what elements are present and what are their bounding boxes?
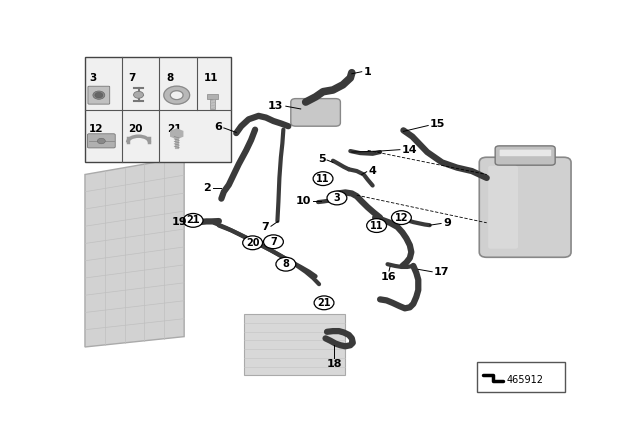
Text: 8: 8 [167, 73, 174, 83]
Text: 21: 21 [317, 298, 331, 308]
Text: 14: 14 [401, 145, 417, 155]
Text: 6: 6 [214, 122, 222, 132]
Circle shape [327, 191, 347, 205]
Text: 20: 20 [246, 238, 259, 248]
Text: 8: 8 [282, 259, 289, 269]
Circle shape [95, 92, 103, 98]
Text: 11: 11 [316, 174, 330, 184]
Polygon shape [85, 157, 184, 347]
Circle shape [367, 219, 387, 233]
Circle shape [276, 257, 296, 271]
Circle shape [264, 235, 284, 249]
Text: 12: 12 [395, 213, 408, 223]
Text: 18: 18 [326, 359, 342, 370]
FancyBboxPatch shape [500, 150, 551, 156]
Circle shape [243, 236, 262, 250]
Polygon shape [244, 314, 346, 375]
Circle shape [97, 138, 106, 144]
Text: 5: 5 [318, 154, 326, 164]
Circle shape [134, 91, 143, 98]
Text: 10: 10 [296, 196, 311, 207]
Text: 19: 19 [172, 217, 187, 227]
Circle shape [93, 91, 105, 99]
FancyBboxPatch shape [291, 99, 340, 126]
Circle shape [183, 214, 203, 227]
FancyBboxPatch shape [207, 94, 218, 99]
Text: 3: 3 [89, 73, 96, 83]
FancyBboxPatch shape [477, 362, 565, 392]
Text: 7: 7 [129, 73, 136, 83]
Text: 21: 21 [167, 125, 181, 134]
Circle shape [392, 211, 412, 224]
Text: 16: 16 [381, 272, 396, 283]
Circle shape [313, 172, 333, 185]
FancyBboxPatch shape [211, 99, 216, 109]
Text: 17: 17 [434, 267, 450, 277]
Text: 2: 2 [203, 183, 211, 193]
Text: 465912: 465912 [507, 375, 543, 385]
Text: 3: 3 [333, 193, 340, 203]
Text: 12: 12 [89, 125, 104, 134]
Text: 11: 11 [204, 73, 218, 83]
Text: 9: 9 [443, 219, 451, 228]
FancyBboxPatch shape [85, 57, 231, 163]
Text: 7: 7 [270, 237, 277, 247]
Circle shape [314, 296, 334, 310]
Text: 11: 11 [370, 220, 383, 231]
FancyBboxPatch shape [488, 166, 518, 249]
Text: 1: 1 [364, 67, 371, 77]
FancyBboxPatch shape [479, 157, 571, 257]
FancyBboxPatch shape [88, 134, 115, 148]
FancyBboxPatch shape [495, 146, 555, 165]
Text: 21: 21 [186, 215, 200, 225]
Text: 7: 7 [261, 222, 269, 232]
Text: 20: 20 [129, 125, 143, 134]
Text: 13: 13 [268, 100, 284, 111]
FancyBboxPatch shape [88, 86, 110, 104]
Text: 4: 4 [369, 166, 376, 176]
Text: 15: 15 [430, 120, 445, 129]
